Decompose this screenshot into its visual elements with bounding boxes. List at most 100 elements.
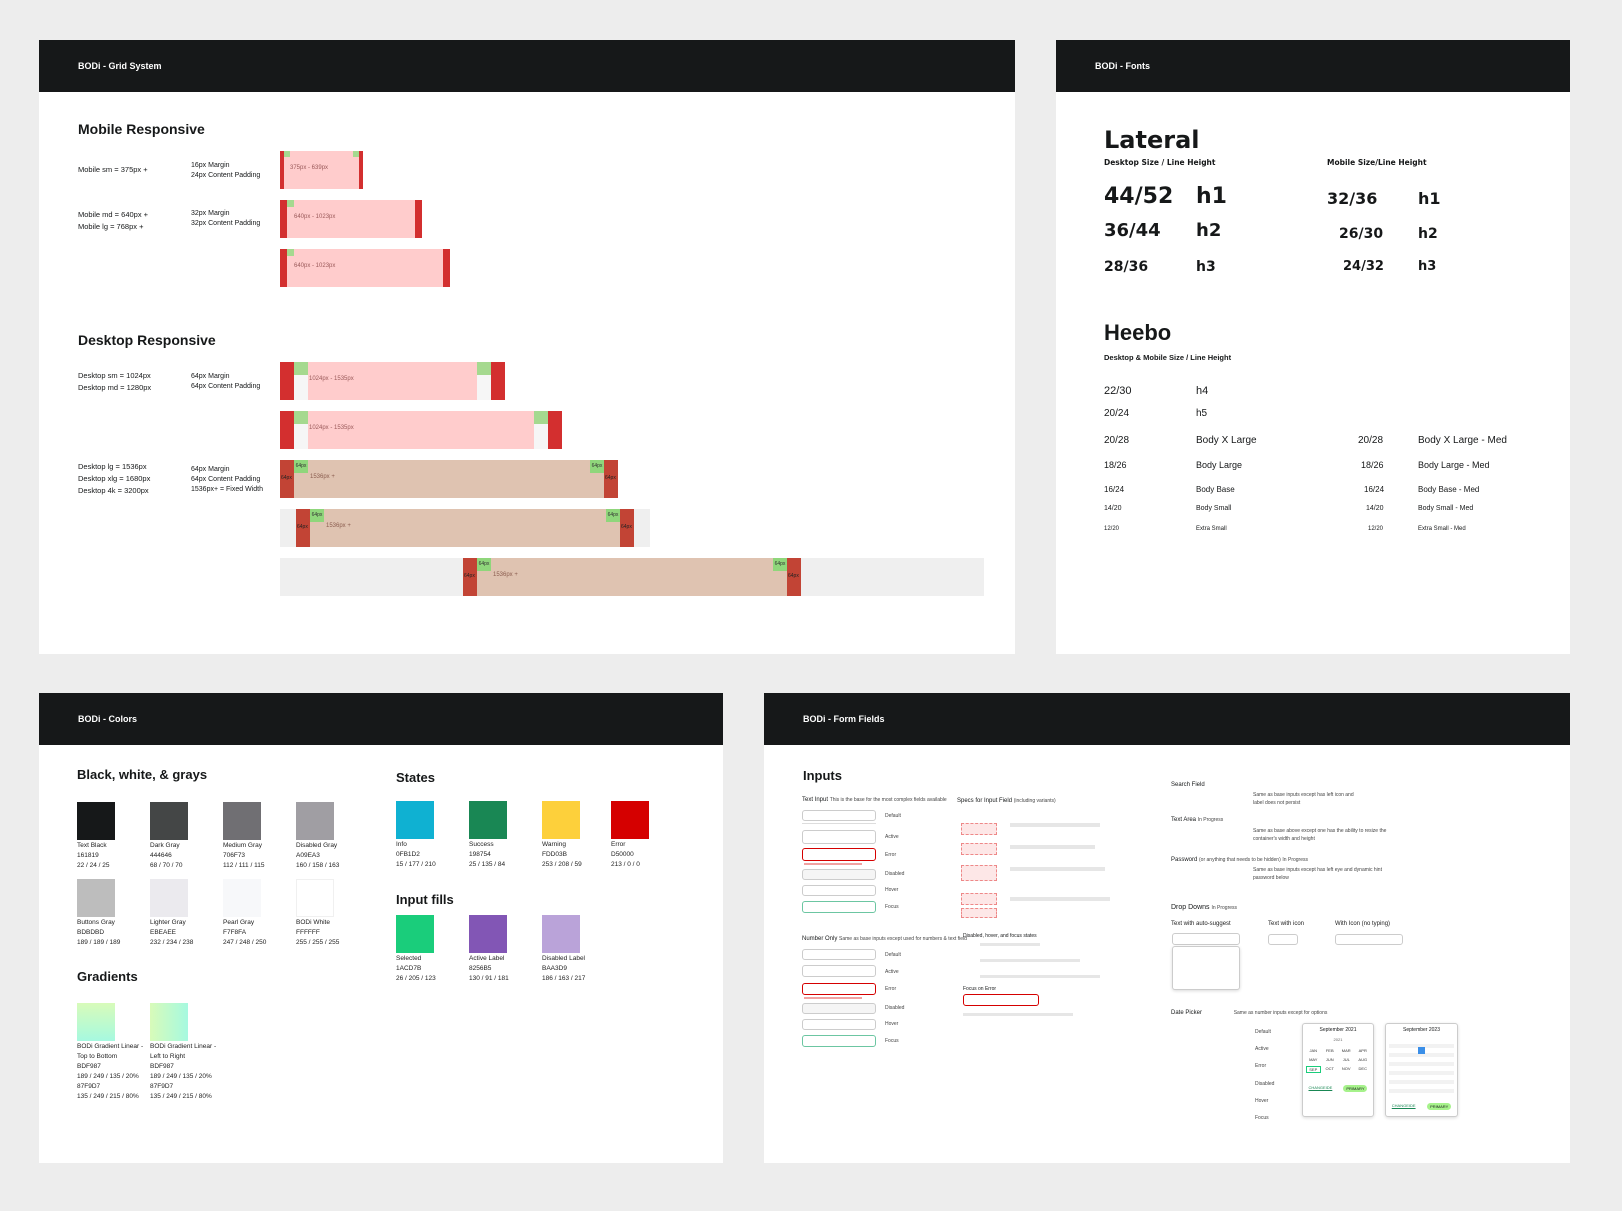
state-label: Hover — [885, 887, 899, 893]
text-area-note: Same as base above except one has the ab… — [1253, 828, 1387, 842]
state-label: Hover — [885, 1021, 899, 1027]
swatch-label: BODi Gradient Linear - Top to Bottom BDF98… — [77, 1043, 144, 1100]
cancel-button[interactable]: CHANGEIDE — [1308, 1085, 1333, 1090]
grid-bar: 640px - 1023px — [280, 200, 422, 238]
month-cell[interactable]: OCT — [1325, 1066, 1334, 1071]
month-cell[interactable]: DEC — [1358, 1066, 1367, 1071]
color-swatch — [396, 801, 434, 839]
spec-diagram — [961, 893, 997, 905]
mobile-row-spec: 16px Margin 24px Content Padding — [191, 162, 261, 179]
color-swatch — [296, 802, 334, 840]
date-state-label: Disabled — [1255, 1081, 1275, 1087]
spec-text-block — [1010, 867, 1105, 871]
date-state-label: Active — [1255, 1046, 1269, 1052]
heebo-row-size: 20/24 — [1104, 408, 1130, 419]
swatch-label: Error D50000 213 / 0 / 0 — [611, 841, 640, 868]
date-state-label: Focus — [1255, 1115, 1269, 1121]
selected-day[interactable] — [1418, 1047, 1425, 1054]
number-input-default[interactable] — [802, 949, 876, 960]
lateral-row-mobile-tag: h2 — [1418, 226, 1438, 242]
bar-range-label: 1536px + — [326, 523, 351, 529]
month-picker[interactable]: September 2021 2021 JAN FEB MAR APR MAY … — [1302, 1023, 1374, 1117]
month-cell[interactable]: NOV — [1341, 1066, 1351, 1071]
board-header: BODi - Form Fields — [764, 693, 1570, 745]
desktop-row-spec: 64px Margin 64px Content Padding 1536px+ =… — [191, 466, 263, 493]
state-label: Disabled — [885, 1005, 905, 1011]
desktop-heading: Desktop Responsive — [78, 332, 216, 348]
number-input-active[interactable] — [802, 965, 876, 977]
desktop-size-header: Desktop Size / Line Height — [1104, 158, 1216, 167]
heebo-row-mobile-tag: Body X Large - Med — [1418, 435, 1507, 446]
state-label: Active — [885, 969, 899, 975]
heebo-row-size: 20/28 — [1104, 435, 1130, 446]
spec-diagram — [961, 823, 997, 835]
heebo-row-size: 18/26 — [1104, 460, 1127, 470]
heebo-row-size: 16/24 — [1104, 485, 1125, 494]
text-input-default[interactable] — [802, 810, 876, 821]
color-swatch — [77, 802, 115, 840]
month-cell[interactable]: FEB — [1325, 1048, 1334, 1053]
icon-input[interactable] — [1268, 934, 1298, 945]
heebo-row-size: 22/30 — [1104, 385, 1132, 397]
primary-button[interactable]: PRIMARY — [1427, 1103, 1452, 1110]
text-area-label: Text Area In Progress — [1171, 817, 1224, 823]
date-state-label: Error — [1255, 1063, 1267, 1069]
month-cell[interactable]: MAR — [1341, 1048, 1351, 1053]
heebo-row-tag: h5 — [1196, 408, 1208, 419]
spec-states-heading: Disabled, hover, and focus states — [963, 933, 1037, 939]
mobile-row-label: Mobile md = 640px + Mobile lg = 768px + — [78, 210, 149, 231]
board-header: BODi - Colors — [39, 693, 723, 745]
auto-suggest-input[interactable] — [1172, 933, 1240, 945]
lateral-row-size: 28/36 — [1104, 259, 1149, 275]
heebo-row-mobile-tag: Body Base - Med — [1418, 485, 1480, 494]
swatch-label: Warning FDD03B 253 / 208 / 59 — [542, 841, 582, 868]
month-cell[interactable]: AUG — [1358, 1057, 1368, 1062]
primary-button[interactable]: PRIMARY — [1343, 1085, 1368, 1092]
text-input-error[interactable] — [802, 848, 876, 861]
swatch-label: Text Black 161819 22 / 24 / 25 — [77, 842, 110, 869]
swatch-label: Disabled Gray A09EA3 160 / 158 / 163 — [296, 842, 340, 869]
spec-text-block — [1010, 845, 1095, 849]
color-swatch — [77, 879, 115, 917]
number-input-focus[interactable] — [802, 1035, 876, 1047]
grid-bar: 64px 64px 64px 64px 1536px + — [463, 558, 801, 596]
mobile-size-header: Mobile Size/Line Height — [1327, 158, 1427, 167]
state-label: Focus — [885, 1038, 899, 1044]
month-cell[interactable]: JUL — [1342, 1057, 1350, 1062]
state-label: Default — [885, 813, 901, 819]
lateral-row-mobile-tag: h1 — [1418, 189, 1441, 208]
auto-suggest-dropdown[interactable] — [1172, 946, 1240, 990]
color-swatch — [542, 801, 580, 839]
month-cell[interactable]: APR — [1358, 1048, 1367, 1053]
focus-error-input[interactable] — [963, 994, 1039, 1006]
lateral-row-mobile-tag: h3 — [1418, 259, 1437, 274]
swatch-label: Active Label 8256B5 130 / 91 / 181 — [469, 955, 509, 982]
number-input-error[interactable] — [802, 983, 876, 995]
icon-select[interactable] — [1335, 934, 1403, 945]
password-label: Password (or anything that needs to be h… — [1171, 857, 1308, 863]
day-picker[interactable]: September 2023 CHANGEIDE PRIMARY — [1385, 1023, 1458, 1117]
text-input-focus[interactable] — [802, 901, 876, 913]
text-input-active[interactable] — [802, 830, 876, 844]
heebo-row-mobile-size: 20/28 — [1358, 435, 1384, 446]
error-hint — [804, 997, 862, 999]
heebo-row-mobile-size: 12/20 — [1368, 526, 1384, 532]
color-swatch — [611, 801, 649, 839]
bar-range-label: 1536px + — [493, 572, 518, 578]
month-cell[interactable]: JUN — [1325, 1057, 1334, 1062]
month-cell[interactable]: MAY — [1309, 1057, 1318, 1062]
number-input-hover[interactable] — [802, 1019, 876, 1030]
lateral-heading: Lateral — [1104, 126, 1200, 154]
month-cell-selected[interactable]: SEP — [1306, 1066, 1321, 1073]
heebo-row-mobile-tag: Body Small - Med — [1418, 505, 1474, 512]
focus-on-error-label: Focus on Error — [963, 986, 997, 992]
cancel-button[interactable]: CHANGEIDE — [1391, 1103, 1416, 1108]
spec-diagram — [961, 865, 997, 881]
colors-board: BODi - Colors Black, white, & grays Text… — [39, 693, 723, 1163]
text-input-hover[interactable] — [802, 885, 876, 896]
month-cell[interactable]: JAN — [1309, 1048, 1318, 1053]
month-grid: JAN FEB MAR APR MAY JUN JUL AUG SEP OCT … — [1303, 1042, 1373, 1079]
text-input-divider — [802, 823, 876, 824]
month-picker-year: 2021 — [1333, 1037, 1343, 1042]
grid-bar: 64px 64px 64px 64px 1536px + — [280, 460, 618, 498]
